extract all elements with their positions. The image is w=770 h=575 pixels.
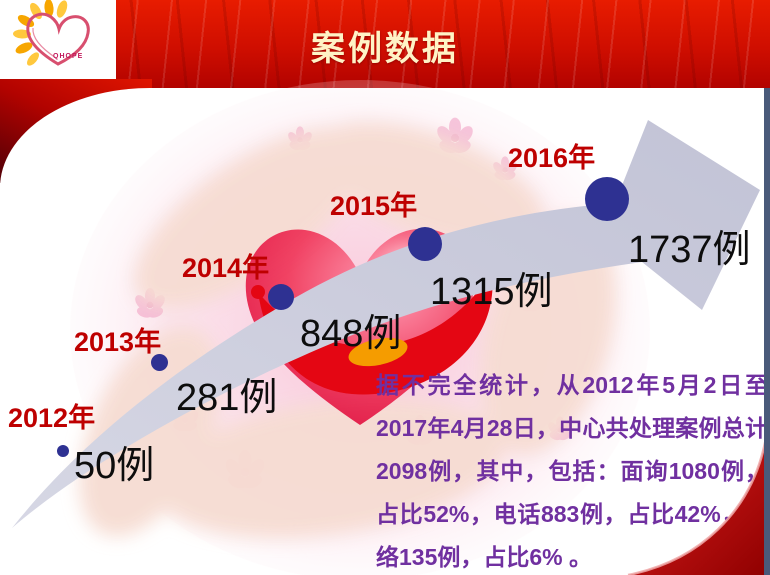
data-point-dot-2012 <box>57 445 69 457</box>
count-label-2013: 281例 <box>176 377 278 419</box>
logo-heart-icon: QHOPE <box>13 0 90 66</box>
count-label-2016: 1737例 <box>628 229 751 271</box>
right-border-strip <box>764 88 770 575</box>
year-label-2014: 2014年 <box>182 253 270 283</box>
statistics-paragraph: 据不完全统计，从2012年5月2日至2017年4月28日，中心共处理案例总计20… <box>376 372 768 570</box>
logo: QHOPE <box>0 0 116 79</box>
count-label-2014: 848例 <box>300 313 402 355</box>
count-label-2015: 1315例 <box>430 271 553 313</box>
logo-text: QHOPE <box>53 53 83 60</box>
heart-outline-icon <box>26 12 90 66</box>
year-label-2012: 2012年 <box>8 403 96 433</box>
header-banner: 案例数据 <box>0 0 770 88</box>
data-point-dot-2014 <box>268 284 294 310</box>
data-point-dot-2016 <box>585 177 629 221</box>
year-label-2016: 2016年 <box>508 143 596 173</box>
count-label-2012: 50例 <box>74 445 155 487</box>
data-point-dot-2015 <box>408 227 442 261</box>
year-label-2013: 2013年 <box>74 327 162 357</box>
year-label-2015: 2015年 <box>330 191 418 221</box>
heart-inner-line <box>32 27 57 59</box>
page-title: 案例数据 <box>311 30 459 68</box>
